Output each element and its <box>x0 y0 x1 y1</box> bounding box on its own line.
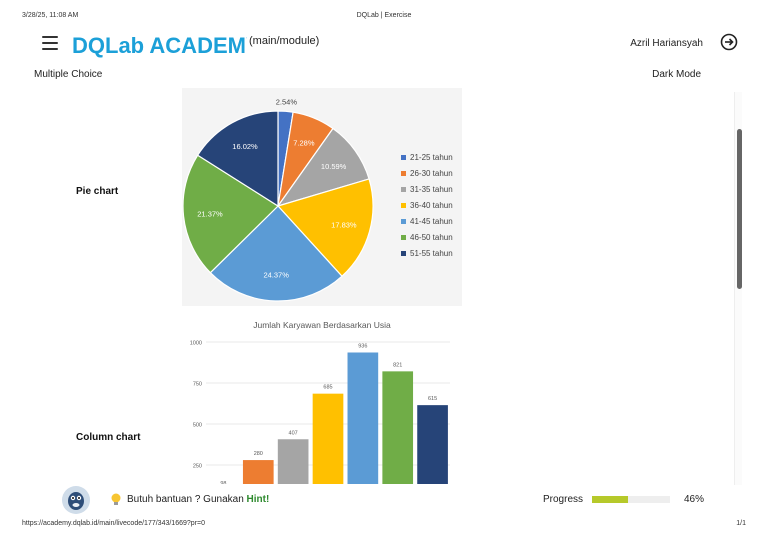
mascot-avatar[interactable] <box>62 486 90 514</box>
option-column-chart[interactable]: Column chart <box>76 432 141 443</box>
svg-text:DQLab ACADEMY: DQLab ACADEMY <box>72 33 247 58</box>
legend-label: 41-45 tahun <box>410 217 453 226</box>
lightbulb-icon <box>110 493 122 507</box>
column-bar <box>312 393 344 484</box>
vertical-scrollbar[interactable] <box>734 92 742 485</box>
column-bar <box>277 439 309 484</box>
legend-label: 26-30 tahun <box>410 169 453 178</box>
pie-data-label: 21.37% <box>197 209 223 218</box>
print-url: https://academy.dqlab.id/main/livecode/1… <box>22 520 205 527</box>
y-tick-label: 250 <box>193 464 202 470</box>
legend-swatch <box>401 187 406 192</box>
question-content: Pie chart Column chart 2.54% 7.28% 10.59% 1… <box>30 88 730 484</box>
column-data-label: 407 <box>289 430 298 436</box>
y-tick-label: 1000 <box>190 341 202 347</box>
section-title: Multiple Choice <box>34 69 103 80</box>
print-title: DQLab | Exercise <box>356 12 412 19</box>
column-bar <box>347 352 379 484</box>
column-bar <box>417 405 448 484</box>
top-navigation: DQLab ACADEMY (main/module) Azril Harian… <box>42 32 738 58</box>
column-chart-title: Jumlah Karyawan Berdasarkan Usia <box>253 320 391 330</box>
legend-swatch <box>401 155 406 160</box>
user-name: Azril Hariansyah <box>630 38 703 49</box>
pie-data-label: 24.37% <box>263 270 289 279</box>
pie-data-label: 17.83% <box>331 220 357 229</box>
pie-chart: 2.54% 7.28% 10.59% 17.83% 24.37% 21.37% 16.02%… <box>182 97 453 302</box>
column-data-label: 98 <box>220 481 226 484</box>
pie-data-label: 16.02% <box>232 142 258 151</box>
pie-data-label: 10.59% <box>321 162 347 171</box>
print-header: 3/28/25, 11:08 AM DQLab | Exercise <box>22 12 746 22</box>
dqlab-academy-logo-graphic: DQLab ACADEMY <box>72 33 261 58</box>
legend-swatch <box>401 251 406 256</box>
pie-chart-panel: 2.54% 7.28% 10.59% 17.83% 24.37% 21.37% 16.02%… <box>182 88 462 306</box>
pie-slice <box>182 154 279 274</box>
column-bar <box>382 371 414 484</box>
legend-label: 21-25 tahun <box>410 153 453 162</box>
legend-label: 31-35 tahun <box>410 185 453 194</box>
footer-bar: Butuh bantuan ? Gunakan Hint! Progress 4… <box>0 486 768 516</box>
column-data-label: 280 <box>254 451 263 457</box>
print-page-number: 1/1 <box>736 520 746 527</box>
column-data-label: 821 <box>393 362 402 368</box>
dqlab-academy-logo[interactable]: DQLab ACADEMY <box>72 32 261 58</box>
help-prompt: Butuh bantuan ? Gunakan Hint! <box>127 494 269 505</box>
legend-label: 46-50 tahun <box>410 233 453 242</box>
legend-label: 36-40 tahun <box>410 201 453 210</box>
legend-swatch <box>401 235 406 240</box>
pie-data-label: 2.54% <box>276 97 298 106</box>
pie-data-label: 7.28% <box>293 139 315 148</box>
progress-label: Progress <box>543 494 584 505</box>
pie-slice <box>209 205 343 302</box>
scrollbar-thumb[interactable] <box>737 129 742 289</box>
y-tick-label: 750 <box>193 382 202 388</box>
progress-bar <box>592 496 670 503</box>
legend-label: 51-55 tahun <box>410 249 453 258</box>
progress-bar-fill <box>592 496 628 503</box>
pie-slice <box>196 110 279 208</box>
print-footer: https://academy.dqlab.id/main/livecode/1… <box>22 520 746 530</box>
legend-swatch <box>401 203 406 208</box>
print-date: 3/28/25, 11:08 AM <box>22 12 79 19</box>
dark-mode-toggle[interactable]: Dark Mode <box>652 69 701 80</box>
progress-value: 46% <box>684 494 705 505</box>
column-chart-panel: Jumlah Karyawan Berdasarkan Usia 1000 750 5… <box>182 314 462 484</box>
column-data-label: 936 <box>358 343 367 349</box>
module-path: (main/module) <box>249 35 320 47</box>
column-chart: Jumlah Karyawan Berdasarkan Usia 1000 750 5… <box>190 320 450 484</box>
y-tick-label: 500 <box>193 423 202 429</box>
column-data-label: 685 <box>323 385 332 391</box>
legend-swatch <box>401 171 406 176</box>
hint-link[interactable]: Hint! <box>246 494 270 505</box>
help-text: Butuh bantuan ? Gunakan <box>127 494 247 505</box>
logout-icon[interactable] <box>720 33 738 51</box>
option-pie-chart[interactable]: Pie chart <box>76 186 119 197</box>
column-bar <box>242 460 274 484</box>
legend-swatch <box>401 219 406 224</box>
hamburger-menu-icon[interactable] <box>42 36 58 50</box>
pie-slice <box>276 178 374 278</box>
column-data-label: 615 <box>428 396 437 402</box>
